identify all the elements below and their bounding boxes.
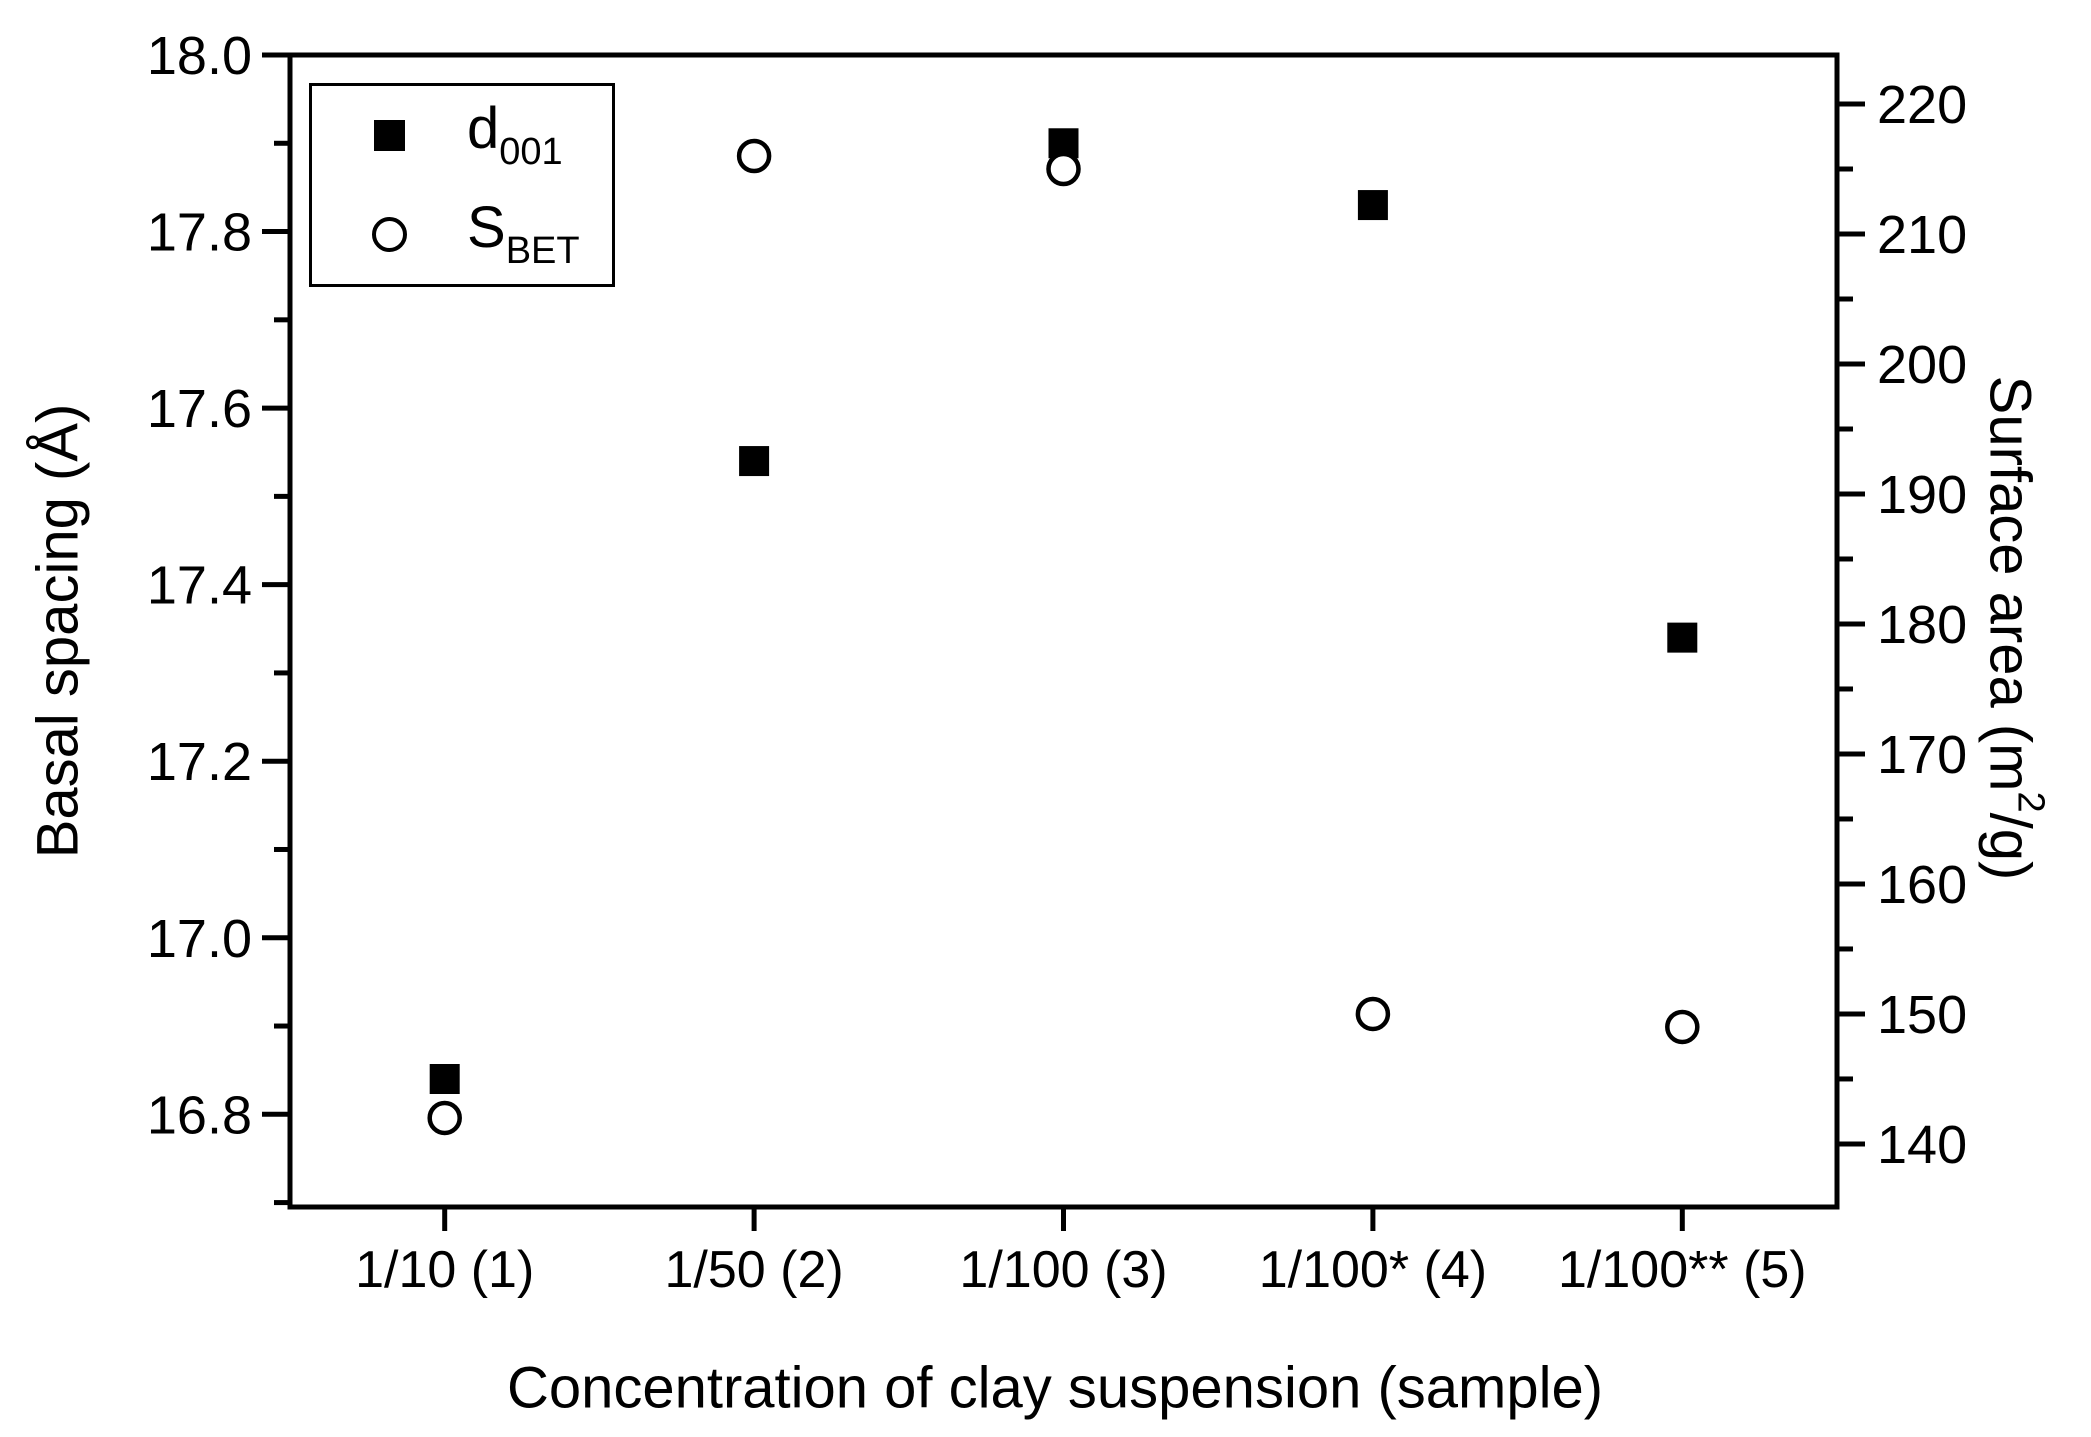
left-axis-tick-label: 16.8 xyxy=(147,1085,252,1145)
right-axis-tick-label: 170 xyxy=(1877,725,1967,785)
legend-label-subscript: BET xyxy=(505,230,580,272)
legend-box: d001 SBET xyxy=(309,83,615,287)
left-axis-title: Basal spacing (Å) xyxy=(25,403,91,859)
data-point-circle xyxy=(1046,151,1081,187)
right-axis-tick-label: 210 xyxy=(1877,205,1967,265)
x-axis-tick-label: 1/100 (3) xyxy=(959,1241,1167,1299)
left-axis-tick-label: 17.2 xyxy=(147,732,252,792)
data-point-square xyxy=(739,446,770,477)
data-point-square xyxy=(429,1064,460,1094)
legend-label-subscript: 001 xyxy=(499,131,563,173)
legend-item-sbet: SBET xyxy=(312,185,612,284)
x-axis-tick-label: 1/10 (1) xyxy=(355,1241,534,1299)
left-axis-tick-label: 18.0 xyxy=(147,26,252,86)
right-axis-tick-label: 220 xyxy=(1877,75,1967,135)
legend-marker-cell xyxy=(312,217,467,252)
x-axis-tick-label: 1/100** (5) xyxy=(1558,1241,1807,1299)
left-axis-tick-label: 17.6 xyxy=(147,379,252,439)
right-axis-tick-label: 200 xyxy=(1877,335,1967,395)
legend-item-d001: d001 xyxy=(312,86,612,185)
x-axis-tick-label: 1/100* (4) xyxy=(1259,1241,1487,1299)
legend-marker-cell xyxy=(312,120,467,151)
right-axis-title-text: Surface area (m xyxy=(1977,375,2043,792)
right-axis-title: Surface area (m2/g) xyxy=(1977,376,2052,881)
open-circle-marker-icon xyxy=(372,217,407,252)
data-point-circle xyxy=(1665,1009,1700,1045)
legend-label-sbet: SBET xyxy=(467,199,580,272)
left-axis-tick-label: 17.0 xyxy=(147,909,252,969)
data-point-circle xyxy=(427,1100,462,1136)
data-point-circle xyxy=(1355,996,1391,1032)
data-point-square xyxy=(1357,190,1388,221)
x-axis-tick-label: 1/50 (2) xyxy=(664,1241,843,1299)
right-axis-title-superscript: 2 xyxy=(2009,791,2052,813)
data-point-circle xyxy=(736,138,772,174)
x-axis-title: Concentration of clay suspension (sample… xyxy=(506,1355,1604,1421)
legend-label-main: S xyxy=(467,195,506,260)
right-axis-title-unit: /g) xyxy=(1977,812,2043,881)
right-axis-tick-label: 160 xyxy=(1877,855,1967,915)
filled-square-marker-icon xyxy=(374,120,405,151)
legend-label-d001: d001 xyxy=(467,100,563,173)
right-axis-tick-label: 180 xyxy=(1877,595,1967,655)
right-axis-tick-label: 190 xyxy=(1877,465,1967,525)
data-point-square xyxy=(1667,622,1698,653)
right-axis-tick-label: 140 xyxy=(1877,1115,1967,1175)
left-axis-tick-label: 17.4 xyxy=(147,556,252,616)
right-axis-tick-label: 150 xyxy=(1877,985,1967,1045)
legend-label-main: d xyxy=(467,96,500,161)
left-axis-tick-label: 17.8 xyxy=(147,203,252,263)
